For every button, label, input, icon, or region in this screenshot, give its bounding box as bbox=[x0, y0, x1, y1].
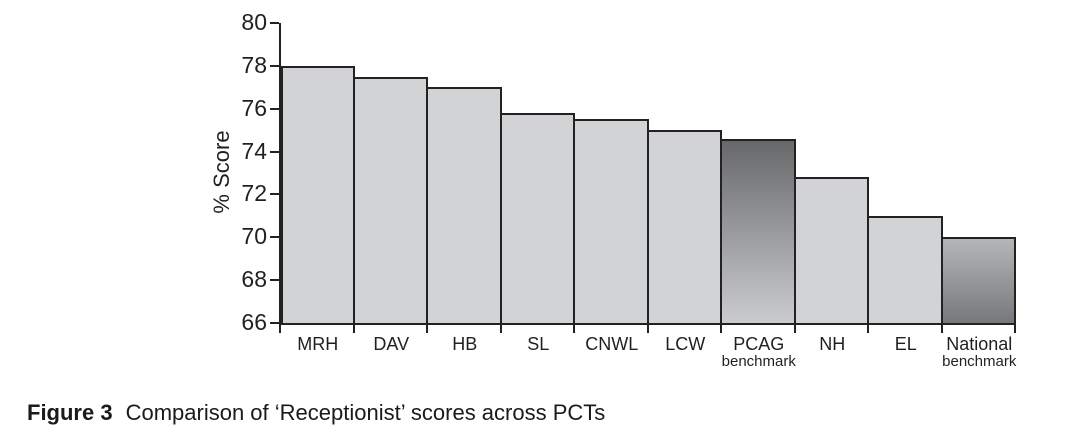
y-tick-label-70: 70 bbox=[241, 223, 267, 250]
bar-pcag-benchmark bbox=[722, 138, 796, 323]
x-tick-10 bbox=[1014, 325, 1016, 333]
x-tick-8 bbox=[867, 325, 869, 333]
bar-mrh bbox=[281, 65, 355, 323]
x-label-subtext: benchmark bbox=[721, 353, 796, 370]
x-label-el: EL bbox=[846, 334, 966, 354]
bar-el bbox=[869, 215, 943, 323]
x-tick-6 bbox=[720, 325, 722, 333]
bar-dav bbox=[354, 76, 428, 323]
x-tick-2 bbox=[426, 325, 428, 333]
x-label-hb: HB bbox=[405, 334, 525, 354]
y-tick-label-74: 74 bbox=[241, 137, 267, 164]
x-tick-9 bbox=[940, 325, 943, 333]
x-tick-7 bbox=[793, 325, 796, 333]
y-tick-label-72: 72 bbox=[241, 180, 267, 207]
bar-lcw bbox=[648, 130, 722, 323]
x-label-national-benchmark: National benchmark bbox=[919, 334, 1039, 370]
x-tick-4 bbox=[573, 325, 575, 333]
y-tick-label-80: 80 bbox=[241, 9, 267, 35]
x-label-text: CNWL bbox=[585, 334, 639, 354]
x-label-lcw: LCW bbox=[625, 334, 745, 354]
x-label-pcag-benchmark: PCAG benchmark bbox=[699, 334, 819, 370]
x-tick-3 bbox=[499, 325, 502, 333]
y-tick-66 bbox=[270, 322, 279, 324]
x-label-sl: SL bbox=[478, 334, 598, 354]
x-axis-line bbox=[279, 323, 1016, 325]
x-label-text: National bbox=[946, 334, 1013, 354]
x-tick-5 bbox=[646, 325, 649, 333]
bar-national-benchmark bbox=[942, 237, 1016, 323]
x-label-text: HB bbox=[452, 334, 478, 354]
bar-sl bbox=[501, 113, 575, 323]
y-tick-label-76: 76 bbox=[241, 94, 267, 121]
x-label-text: MRH bbox=[297, 334, 339, 354]
y-tick-80 bbox=[270, 22, 279, 24]
y-axis-line bbox=[279, 23, 281, 325]
x-label-nh: NH bbox=[772, 334, 892, 354]
plot-area bbox=[281, 23, 1016, 323]
figure-caption-label: Figure 3 bbox=[27, 400, 113, 425]
x-label-mrh: MRH bbox=[258, 334, 378, 354]
x-label-cnwl: CNWL bbox=[552, 334, 672, 354]
y-tick-label-78: 78 bbox=[241, 51, 267, 78]
x-label-subtext: benchmark bbox=[942, 353, 1017, 370]
y-tick-68 bbox=[270, 279, 279, 282]
y-tick-72 bbox=[270, 193, 279, 196]
bar-nh bbox=[795, 177, 869, 323]
bar-hb bbox=[428, 87, 502, 323]
x-label-text: NH bbox=[819, 334, 846, 354]
x-label-text: LCW bbox=[665, 334, 706, 354]
x-label-text: PCAG bbox=[733, 334, 785, 354]
y-tick-76 bbox=[270, 107, 279, 110]
y-tick-78 bbox=[270, 64, 279, 67]
x-tick-0 bbox=[279, 325, 281, 333]
x-label-dav: DAV bbox=[331, 334, 451, 354]
y-tick-74 bbox=[270, 150, 279, 153]
bar-cnwl bbox=[575, 119, 649, 323]
figure-caption-text: Comparison of ‘Receptionist’ scores acro… bbox=[125, 400, 606, 425]
y-tick-label-66: 66 bbox=[241, 309, 267, 335]
y-tick-70 bbox=[270, 236, 279, 239]
x-label-text: DAV bbox=[373, 334, 410, 354]
x-label-text: SL bbox=[527, 334, 550, 354]
figure-caption: Figure 3 Comparison of ‘Receptionist’ sco… bbox=[27, 400, 605, 426]
x-label-text: EL bbox=[894, 334, 917, 354]
x-tick-1 bbox=[352, 325, 355, 333]
y-tick-label-68: 68 bbox=[241, 266, 267, 293]
